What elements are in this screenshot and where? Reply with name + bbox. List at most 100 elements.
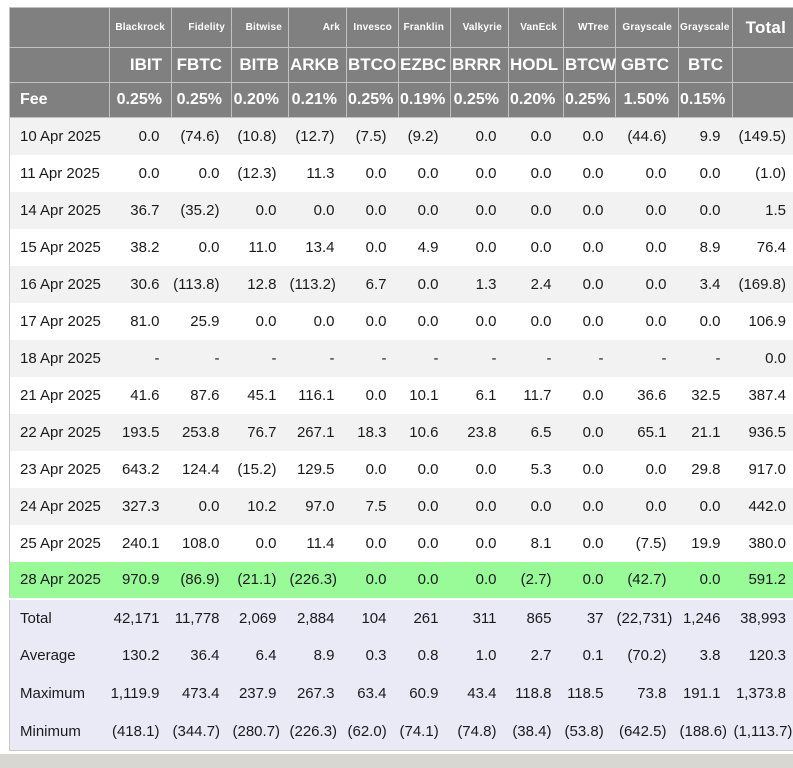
bottom-strip [0, 754, 793, 768]
summary-value-cell: 2,069 [231, 597, 289, 637]
value-cell: 0.0 [198, 164, 220, 182]
fee-cell: 0.25% [346, 82, 399, 118]
ticker-header: BTCW [563, 47, 616, 83]
value-cell: 36.7 [130, 201, 160, 219]
value-cell: 0.0 [582, 386, 604, 404]
table-row: 17 Apr 2025 81.0 25.9 0.0 0.0 0.0 0.0 0.0 0.0 0.0… [9, 302, 793, 340]
value-cell: - [661, 349, 667, 367]
summary-label: Total [9, 597, 110, 637]
value-cell: 0.0 [645, 460, 667, 478]
value-cell: 106.9 [748, 312, 786, 330]
value-cell: 0.0 [530, 312, 552, 330]
value-cell: 0.0 [198, 497, 220, 515]
summary-value-cell: 473.4 [171, 674, 232, 713]
table-row: 14 Apr 2025 36.7 (35.2) 0.0 0.0 0.0 0.0 0.0 0.0 0… [9, 191, 793, 229]
value-cell: 0.0 [582, 127, 604, 145]
value-cell: 0.0 [475, 497, 497, 515]
date-cell: 11 Apr 2025 [20, 164, 100, 182]
fee-cell: 0.19% [398, 82, 451, 118]
value-cell: 11.0 [248, 238, 277, 256]
summary-value-cell: (74.1) [398, 712, 451, 751]
value-cell: 1.3 [475, 275, 497, 293]
summary-value-cell: (53.8) [563, 712, 616, 751]
date-cell: 25 Apr 2025 [20, 534, 101, 552]
value-cell: - [433, 349, 439, 367]
value-cell: 0.0 [645, 312, 667, 330]
ticker-header: GBTC [615, 47, 679, 83]
summary-value-cell: 104 [346, 597, 399, 637]
summary-value-cell: (418.1) [109, 712, 172, 751]
summary-row: Minimum (418.1) (344.7) (280.7) (226.3) (62.0… [9, 712, 793, 751]
firm-header: Ark [288, 7, 347, 48]
value-cell: 0.0 [699, 571, 721, 588]
value-cell: 3.4 [699, 275, 721, 293]
value-cell: 0.0 [475, 460, 497, 478]
fee-row-label: Fee [9, 82, 110, 118]
table-row: 10 Apr 2025 0.0 (74.6) (10.8) (12.7) (7.5) (9.… [9, 117, 793, 155]
value-cell: 643.2 [121, 460, 160, 478]
value-cell: (12.7) [295, 127, 335, 145]
summary-value-cell: 311 [450, 597, 509, 637]
value-cell: (149.5) [738, 127, 786, 145]
summary-value-cell: 130.2 [109, 636, 172, 675]
value-cell: 0.0 [417, 275, 439, 293]
ticker-header-row: IBIT FBTC BITB ARKB BTCO EZBC BRRR HODL BTCW GBTC… [9, 47, 793, 83]
value-cell: 0.0 [582, 275, 604, 293]
date-cell: 18 Apr 2025 [20, 349, 101, 367]
value-cell: 0.0 [255, 534, 277, 552]
highlight-row: 28 Apr 2025 970.9 (86.9) (21.1) (226.3) 0.0 0.… [9, 561, 793, 599]
table-row: 24 Apr 2025 327.3 0.0 10.2 97.0 7.5 0.0 0.0 0.0 0… [9, 487, 793, 525]
fee-cell: 0.20% [231, 82, 289, 118]
firm-header-row: Blackrock Fidelity Bitwise Ark Invesco Frankl… [9, 7, 793, 48]
value-cell: 0.0 [582, 312, 604, 330]
value-cell: 45.1 [247, 386, 277, 404]
value-cell: 0.0 [417, 312, 439, 330]
summary-value-cell: 2,884 [288, 597, 347, 637]
table-row: 23 Apr 2025 643.2 124.4 (15.2) 129.5 0.0 0.0 0.… [9, 450, 793, 488]
summary-value-cell: 118.5 [563, 674, 616, 713]
summary-value-cell: (226.3) [288, 712, 347, 751]
value-cell: (21.1) [237, 571, 277, 588]
summary-value-cell: 261 [398, 597, 451, 637]
value-cell: 87.6 [190, 386, 220, 404]
firm-header: VanEck [508, 7, 564, 48]
value-cell: - [491, 349, 497, 367]
summary-value-cell: 1.0 [450, 636, 509, 675]
value-cell: 5.3 [530, 460, 552, 478]
value-cell: 129.5 [296, 460, 335, 478]
ticker-total-empty-cell [732, 47, 793, 83]
summary-label: Average [9, 636, 110, 675]
value-cell: 11.3 [306, 164, 335, 182]
value-cell: 0.0 [255, 312, 277, 330]
fee-total-empty-cell [732, 82, 793, 118]
value-cell: - [598, 349, 604, 367]
value-cell: 0.0 [313, 312, 335, 330]
value-cell: 8.9 [699, 238, 721, 256]
date-cell: 28 Apr 2025 [20, 571, 101, 588]
value-cell: 6.5 [530, 423, 552, 441]
value-cell: 0.0 [475, 201, 497, 219]
summary-value-cell: 37 [563, 597, 616, 637]
table-row: 21 Apr 2025 41.6 87.6 45.1 116.1 0.0 10.1 6.1 11… [9, 376, 793, 414]
value-cell: 116.1 [298, 386, 335, 404]
value-cell: 0.0 [582, 497, 604, 515]
value-cell: (44.6) [627, 127, 667, 145]
value-cell: (1.0) [755, 164, 786, 182]
value-cell: 10.1 [409, 386, 439, 404]
fee-cell: 0.25% [450, 82, 509, 118]
value-cell: 0.0 [699, 497, 721, 515]
value-cell: 253.8 [181, 423, 220, 441]
date-cell: 14 Apr 2025 [20, 201, 101, 219]
firm-header: Invesco [346, 7, 399, 48]
value-cell: - [329, 349, 335, 367]
summary-value-cell: (188.6) [678, 712, 733, 751]
value-cell: 0.0 [365, 201, 387, 219]
summary-value-cell: 0.8 [398, 636, 451, 675]
ticker-header: HODL [508, 47, 564, 83]
value-cell: 0.0 [582, 460, 604, 478]
value-cell: 0.0 [645, 164, 667, 182]
value-cell: 267.1 [296, 423, 335, 441]
summary-value-cell: 237.9 [231, 674, 289, 713]
value-cell: (7.5) [635, 534, 667, 552]
value-cell: 0.0 [255, 201, 277, 219]
